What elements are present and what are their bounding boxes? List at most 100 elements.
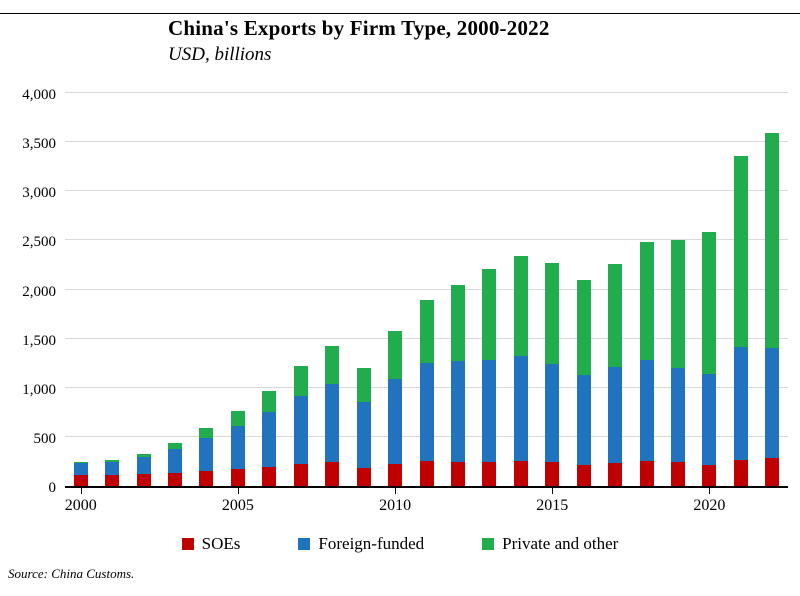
bar-stack (356, 367, 371, 486)
y-axis-tick-label: 4,000 (22, 87, 56, 103)
top-rule (0, 13, 800, 14)
segment-foreign-funded (325, 384, 340, 462)
segment-private-and-other (702, 231, 717, 374)
bar-2020 (694, 95, 725, 486)
bars (65, 95, 788, 486)
bar-stack (136, 454, 151, 486)
x-axis-tick-mark (552, 488, 554, 494)
bar-stack (388, 330, 403, 486)
bar-2005 (222, 95, 253, 486)
segment-soes (388, 463, 403, 486)
segment-soes (702, 465, 717, 486)
bar-stack (293, 366, 308, 486)
bar-2010 (379, 95, 410, 486)
x-axis-tick-mark (80, 488, 82, 494)
bar-stack (702, 231, 717, 486)
x-axis-labels: 2000 2005 2010 2015 2020 (65, 497, 788, 519)
bar-2013 (474, 95, 505, 486)
segment-soes (136, 474, 151, 486)
segment-foreign-funded (639, 359, 654, 462)
bar-2014 (505, 95, 536, 486)
segment-soes (765, 457, 780, 486)
source-note: Source: China Customs. (8, 566, 135, 581)
segment-foreign-funded (419, 363, 434, 461)
bar-2015 (537, 95, 568, 486)
x-axis-tick-mark (395, 488, 397, 494)
segment-foreign-funded (576, 374, 591, 465)
segment-foreign-funded (482, 359, 497, 463)
bar-2017 (599, 95, 630, 486)
segment-soes (419, 460, 434, 486)
bar-stack (262, 390, 277, 486)
y-axis-tick-label: 3,500 (22, 136, 56, 153)
segment-private-and-other (545, 262, 560, 365)
bar-stack (325, 345, 340, 486)
segment-private-and-other (262, 390, 277, 412)
segment-soes (608, 463, 623, 486)
bar-2018 (631, 95, 662, 486)
segment-soes (639, 461, 654, 486)
bar-2007 (285, 95, 316, 486)
legend-item-foreign-funded: Foreign-funded (298, 534, 424, 554)
segment-soes (230, 469, 245, 486)
segment-soes (733, 459, 748, 486)
y-axis-tick-label: 2,500 (22, 234, 56, 251)
bar-stack (733, 155, 748, 486)
legend-label: Foreign-funded (318, 534, 425, 553)
segment-private-and-other (482, 268, 497, 360)
y-axis-tick-label: 1,000 (22, 381, 56, 398)
bar-2002 (128, 95, 159, 486)
segment-foreign-funded (73, 463, 88, 475)
segment-foreign-funded (356, 402, 371, 469)
legend-swatch (482, 538, 495, 550)
y-axis-tick-label: 3,000 (22, 185, 56, 202)
bar-2000 (65, 95, 96, 486)
bar-2011 (411, 95, 442, 486)
legend-swatch (298, 538, 311, 550)
bar-2022 (757, 95, 788, 486)
segment-soes (325, 461, 340, 486)
legend-label: Private and other (502, 534, 619, 553)
legend-item-soes: SOEs (181, 534, 240, 554)
segment-foreign-funded (230, 425, 245, 470)
bar-2004 (191, 95, 222, 486)
bar-stack (450, 284, 465, 486)
segment-private-and-other (105, 459, 120, 462)
bar-2012 (442, 95, 473, 486)
segment-soes (545, 462, 560, 486)
bar-2016 (568, 95, 599, 486)
plot-area (65, 92, 788, 494)
segment-foreign-funded (513, 355, 528, 462)
bar-2003 (159, 95, 190, 486)
segment-foreign-funded (545, 364, 560, 463)
chart-subtitle: USD, billions (168, 44, 272, 65)
segment-soes (293, 464, 308, 486)
y-axis-tick-label: 500 (33, 430, 57, 447)
x-axis-tick-label: 2020 (693, 497, 726, 514)
gridline (65, 190, 788, 192)
segment-private-and-other (136, 454, 151, 458)
segment-private-and-other (73, 461, 88, 464)
segment-soes (513, 461, 528, 486)
segment-private-and-other (199, 427, 214, 438)
segment-foreign-funded (293, 396, 308, 465)
bar-stack (765, 132, 780, 486)
gridline (65, 92, 788, 93)
bar-2009 (348, 95, 379, 486)
bar-stack (608, 263, 623, 486)
segment-private-and-other (671, 240, 686, 369)
legend-swatch (181, 538, 194, 550)
segment-soes (199, 470, 214, 486)
bar-2008 (317, 95, 348, 486)
segment-private-and-other (293, 366, 308, 397)
chart-title: China's Exports by Firm Type, 2000-2022 (168, 16, 550, 40)
gridline (65, 239, 788, 241)
bar-2006 (254, 95, 285, 486)
x-axis-tick-mark (709, 488, 711, 494)
bar-stack (671, 240, 686, 486)
bar-stack (513, 255, 528, 486)
gridline (65, 141, 788, 143)
bar-stack (639, 241, 654, 486)
bar-stack (230, 411, 245, 486)
